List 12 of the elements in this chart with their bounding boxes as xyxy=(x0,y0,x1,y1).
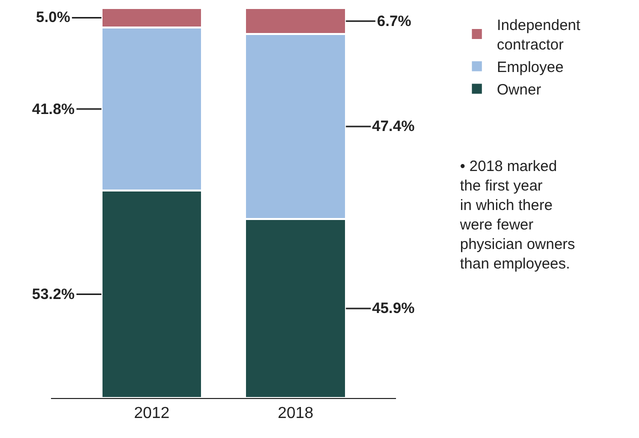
legend-label: Employee xyxy=(496,59,564,76)
data-label: 6.7% xyxy=(377,13,412,30)
data-label: 47.4% xyxy=(372,118,415,135)
legend-label: Owner xyxy=(496,82,542,99)
data-label: 45.9% xyxy=(372,300,415,317)
x-tick-label: 2012 xyxy=(134,405,170,422)
data-label: 5.0% xyxy=(36,9,70,26)
data-label: 41.8% xyxy=(32,101,75,118)
x-tick-label: 2018 xyxy=(278,405,314,422)
text: • 2018 marked the first year in which there were fewer physician owners than employees. xyxy=(459,158,576,272)
data-label: 53.2% xyxy=(32,286,75,303)
legend-label: Independent contractor xyxy=(496,17,582,54)
